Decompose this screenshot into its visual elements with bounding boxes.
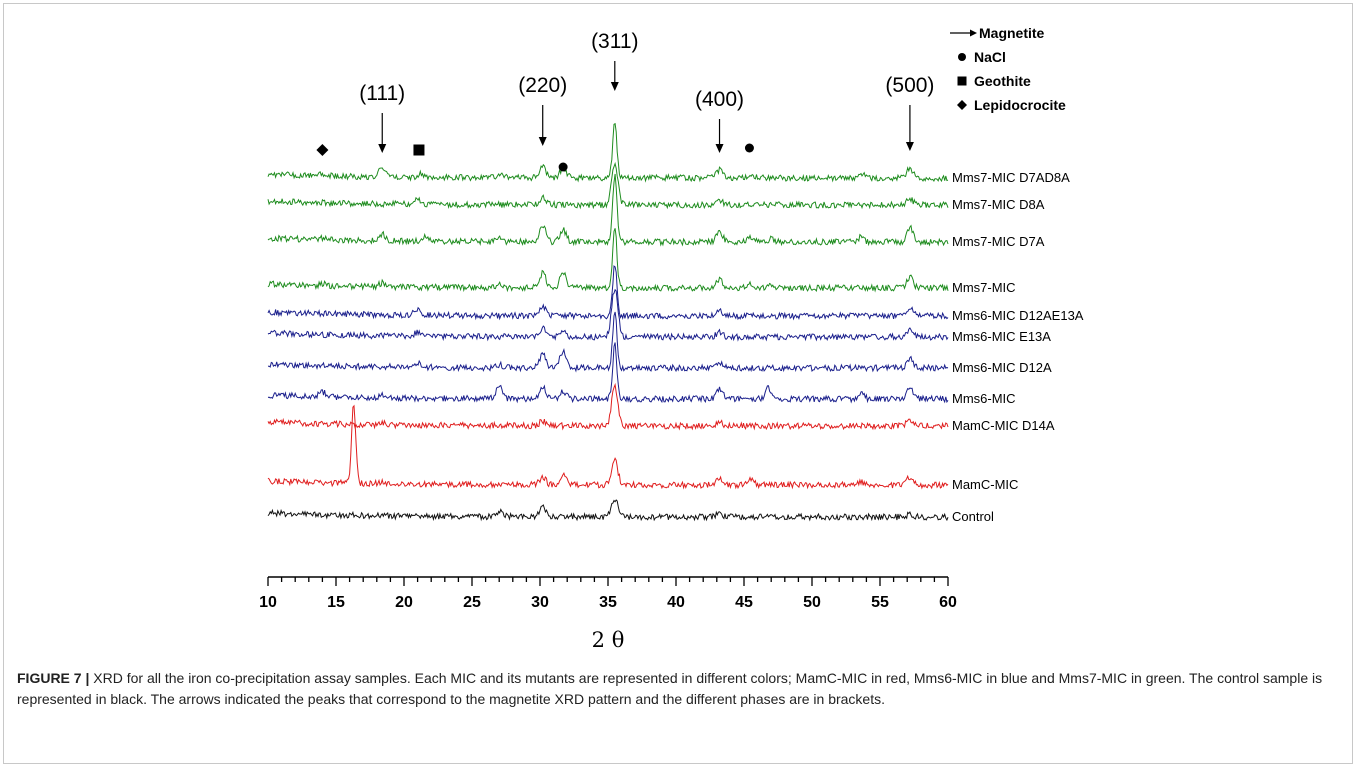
x-tick-label: 30	[531, 594, 549, 611]
series-label: Mms6-MIC	[952, 391, 1016, 406]
series-line	[267, 382, 949, 431]
x-tick-label: 10	[259, 594, 277, 611]
series-label: Mms7-MIC D7AD8A	[952, 170, 1070, 185]
lepidocrocite-marker	[316, 144, 329, 156]
caption-text: XRD for all the iron co-precipitation as…	[17, 670, 1323, 707]
legend-label: Lepidocrocite	[974, 97, 1066, 113]
legend-label: Geothite	[974, 73, 1031, 89]
legend-label: Magnetite	[979, 25, 1045, 41]
legend-circle-symbol	[958, 53, 966, 61]
x-tick-label: 45	[735, 594, 753, 611]
x-tick-label: 20	[395, 594, 413, 611]
series-line	[267, 161, 949, 210]
phase-arrow-head	[378, 144, 387, 153]
series-label: Mms6-MIC D12A	[952, 360, 1052, 375]
xrd-chart: 10 15 20 25 30 35 40 45 50 55 60 2 θ Mms7-MIC D7AD8A…	[259, 25, 1084, 652]
legend-diamond-symbol	[957, 100, 967, 110]
legend-arrow-head	[970, 29, 977, 37]
series-label: Mms7-MIC	[952, 280, 1016, 295]
phase-label: (500)	[885, 74, 934, 97]
phase-label: (111)	[359, 82, 405, 105]
x-tick-label: 50	[803, 594, 821, 611]
series-label: Control	[952, 509, 994, 524]
phase-arrow-head	[538, 137, 547, 146]
legend-label: NaCl	[974, 49, 1006, 65]
phase-arrow-head	[715, 144, 724, 153]
legend-square-symbol	[957, 76, 967, 86]
nacl-marker	[558, 162, 568, 172]
figure-frame	[3, 3, 1353, 764]
phase-arrow-head	[905, 142, 914, 151]
series-line	[267, 404, 949, 490]
series-label: MamC-MIC	[952, 477, 1018, 492]
series-line	[267, 342, 949, 404]
x-tick-label: 35	[599, 594, 617, 611]
phase-label: (400)	[695, 88, 744, 111]
series-label: Mms7-MIC D7A	[952, 234, 1045, 249]
phase-label: (220)	[518, 74, 567, 97]
series-label: MamC-MIC D14A	[952, 418, 1055, 433]
series-label: Mms7-MIC D8A	[952, 197, 1045, 212]
x-tick-label: 60	[939, 594, 957, 611]
x-tick-label: 55	[871, 594, 889, 611]
x-axis-title: 2 θ	[592, 628, 625, 652]
series-line	[267, 288, 949, 342]
series-line	[267, 265, 949, 321]
figure-caption: FIGURE 7 | XRD for all the iron co-preci…	[17, 668, 1342, 710]
x-tick-label: 15	[327, 594, 345, 611]
nacl-marker	[744, 143, 754, 153]
series-label: Mms6-MIC D12AE13A	[952, 308, 1084, 323]
series-line	[267, 122, 949, 183]
x-tick-label: 25	[463, 594, 481, 611]
series-label: Mms6-MIC E13A	[952, 329, 1051, 344]
series-line	[267, 228, 949, 293]
geothite-marker	[413, 144, 425, 156]
figure-label: FIGURE 7 |	[17, 670, 90, 686]
series-line	[267, 173, 949, 247]
phase-arrow-head	[610, 82, 619, 91]
series-line	[267, 311, 949, 373]
x-tick-label: 40	[667, 594, 685, 611]
series-line	[267, 499, 949, 522]
phase-label: (311)	[591, 30, 638, 53]
